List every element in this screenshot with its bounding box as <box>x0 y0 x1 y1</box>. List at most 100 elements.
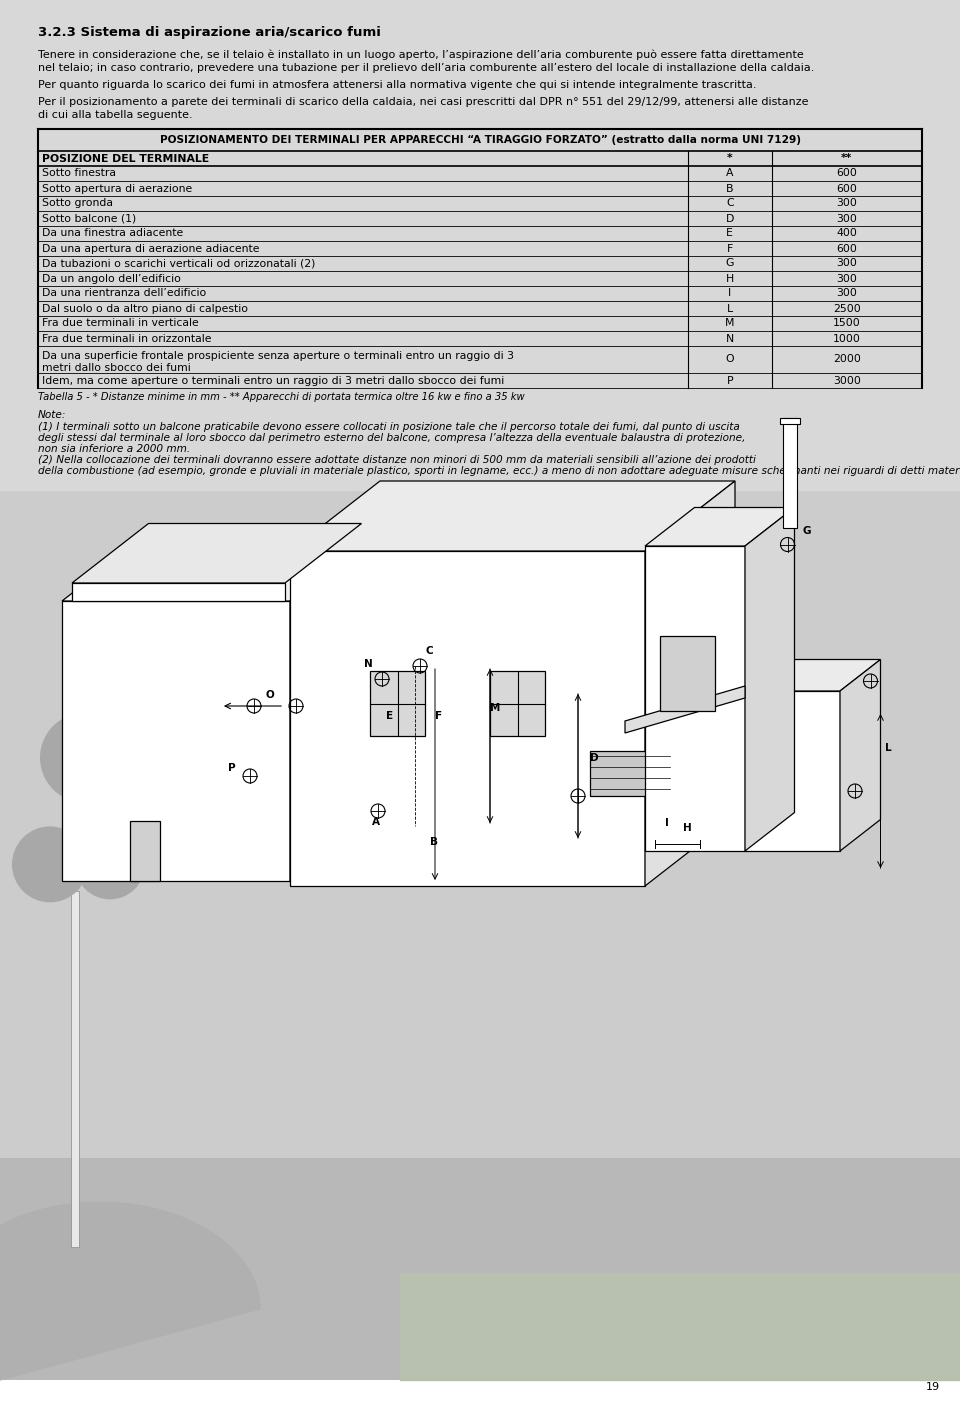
Text: Sotto gronda: Sotto gronda <box>42 198 113 208</box>
Text: metri dallo sbocco dei fumi: metri dallo sbocco dei fumi <box>42 363 191 373</box>
Text: O: O <box>266 690 275 700</box>
Text: O: O <box>726 354 734 364</box>
Polygon shape <box>370 671 425 735</box>
Text: N: N <box>364 659 372 669</box>
Text: L: L <box>727 304 732 314</box>
Text: M: M <box>725 319 734 329</box>
Text: H: H <box>683 823 692 832</box>
Text: 300: 300 <box>836 198 857 208</box>
Text: Per il posizionamento a parete dei terminali di scarico della caldaia, nei casi : Per il posizionamento a parete dei termi… <box>38 97 808 107</box>
Text: Da una superficie frontale prospiciente senza aperture o terminali entro un ragg: Da una superficie frontale prospiciente … <box>42 352 514 361</box>
Circle shape <box>75 830 145 900</box>
Polygon shape <box>0 1202 260 1381</box>
Bar <box>782 418 797 527</box>
Text: 300: 300 <box>836 274 857 284</box>
Text: M: M <box>490 703 500 713</box>
Text: 400: 400 <box>836 229 857 239</box>
Text: G: G <box>803 526 811 537</box>
Text: 1500: 1500 <box>833 319 861 329</box>
Text: (2) Nella collocazione dei terminali dovranno essere adottate distanze non minor: (2) Nella collocazione dei terminali dov… <box>38 456 756 465</box>
Text: 300: 300 <box>836 214 857 224</box>
Text: Sotto balcone (1): Sotto balcone (1) <box>42 214 136 224</box>
Polygon shape <box>62 600 290 882</box>
Text: Idem, ma come aperture o terminali entro un raggio di 3 metri dallo sbocco dei f: Idem, ma come aperture o terminali entro… <box>42 375 504 385</box>
Text: Fra due terminali in verticale: Fra due terminali in verticale <box>42 319 199 329</box>
Text: F: F <box>435 711 443 721</box>
Text: Da una finestra adiacente: Da una finestra adiacente <box>42 229 183 239</box>
Text: Da una apertura di aerazione adiacente: Da una apertura di aerazione adiacente <box>42 243 259 253</box>
Text: Per quanto riguarda lo scarico dei fumi in atmosfera attenersi alla normativa vi: Per quanto riguarda lo scarico dei fumi … <box>38 80 756 90</box>
Polygon shape <box>131 821 160 882</box>
Text: C: C <box>425 645 433 657</box>
Polygon shape <box>745 508 795 851</box>
Polygon shape <box>660 636 715 711</box>
Polygon shape <box>645 546 745 851</box>
Bar <box>71 891 79 1247</box>
Text: *: * <box>727 153 732 163</box>
Text: non sia inferiore a 2000 mm.: non sia inferiore a 2000 mm. <box>38 444 190 454</box>
Polygon shape <box>590 751 670 796</box>
Polygon shape <box>745 690 840 851</box>
Polygon shape <box>625 686 745 733</box>
Text: E: E <box>386 711 394 721</box>
Text: P: P <box>727 375 733 385</box>
Text: H: H <box>726 274 733 284</box>
Text: A: A <box>372 817 380 827</box>
Text: C: C <box>726 198 733 208</box>
Polygon shape <box>745 659 880 690</box>
Text: Da una rientranza dell’edificio: Da una rientranza dell’edificio <box>42 288 206 298</box>
Text: P: P <box>228 763 235 773</box>
Polygon shape <box>290 481 735 551</box>
Text: 2500: 2500 <box>833 304 861 314</box>
Text: Note:: Note: <box>38 411 66 420</box>
Polygon shape <box>290 551 645 886</box>
Polygon shape <box>290 531 380 882</box>
Text: Tenere in considerazione che, se il telaio è installato in un luogo aperto, l’as: Tenere in considerazione che, se il tela… <box>38 51 804 60</box>
Text: Sotto finestra: Sotto finestra <box>42 169 116 179</box>
Polygon shape <box>72 523 362 583</box>
Text: Da un angolo dell’edificio: Da un angolo dell’edificio <box>42 274 180 284</box>
Text: 3.2.3 Sistema di aspirazione aria/scarico fumi: 3.2.3 Sistema di aspirazione aria/scaric… <box>38 25 381 39</box>
Text: 1000: 1000 <box>833 333 861 343</box>
Polygon shape <box>645 481 735 886</box>
Text: Sotto apertura di aerazione: Sotto apertura di aerazione <box>42 184 192 194</box>
Text: 19: 19 <box>925 1382 940 1392</box>
Text: Dal suolo o da altro piano di calpestio: Dal suolo o da altro piano di calpestio <box>42 304 248 314</box>
Circle shape <box>12 827 88 903</box>
Text: L: L <box>885 742 892 754</box>
Text: di cui alla tabella seguente.: di cui alla tabella seguente. <box>38 110 193 120</box>
Text: 600: 600 <box>836 243 857 253</box>
Text: POSIZIONE DEL TERMINALE: POSIZIONE DEL TERMINALE <box>42 153 209 163</box>
Text: Tabella 5 - * Distanze minime in mm - ** Apparecchi di portata termica oltre 16 : Tabella 5 - * Distanze minime in mm - **… <box>38 392 524 402</box>
Text: degli stessi dal terminale al loro sbocco dal perimetro esterno del balcone, com: degli stessi dal terminale al loro sbocc… <box>38 433 746 443</box>
Text: F: F <box>727 243 732 253</box>
Text: N: N <box>726 333 733 343</box>
Text: POSIZIONAMENTO DEI TERMINALI PER APPARECCHI “A TIRAGGIO FORZATO” (estratto dalla: POSIZIONAMENTO DEI TERMINALI PER APPAREC… <box>159 135 801 145</box>
Text: Fra due terminali in orizzontale: Fra due terminali in orizzontale <box>42 333 211 343</box>
Text: della combustione (ad esempio, gronde e pluviali in materiale plastico, sporti i: della combustione (ad esempio, gronde e … <box>38 465 960 477</box>
Text: G: G <box>726 259 733 269</box>
Text: I: I <box>728 288 732 298</box>
Text: **: ** <box>841 153 852 163</box>
Polygon shape <box>490 671 545 735</box>
Text: D: D <box>726 214 733 224</box>
Text: (1) I terminali sotto un balcone praticabile devono essere collocati in posizion: (1) I terminali sotto un balcone pratica… <box>38 422 740 432</box>
Text: 3000: 3000 <box>833 375 861 385</box>
Text: B: B <box>430 837 438 846</box>
Text: 300: 300 <box>836 259 857 269</box>
Polygon shape <box>840 659 880 851</box>
Polygon shape <box>645 508 795 546</box>
Text: D: D <box>590 754 599 763</box>
Text: 2000: 2000 <box>833 354 861 364</box>
Text: 600: 600 <box>836 169 857 179</box>
Text: I: I <box>665 818 669 828</box>
Text: 600: 600 <box>836 184 857 194</box>
Polygon shape <box>72 583 285 600</box>
Text: E: E <box>727 229 733 239</box>
Bar <box>0 491 960 1381</box>
Bar <box>780 418 800 423</box>
Circle shape <box>40 713 130 803</box>
Polygon shape <box>62 531 380 600</box>
Text: nel telaio; in caso contrario, prevedere una tubazione per il prelievo dell’aria: nel telaio; in caso contrario, prevedere… <box>38 63 814 73</box>
Text: 300: 300 <box>836 288 857 298</box>
